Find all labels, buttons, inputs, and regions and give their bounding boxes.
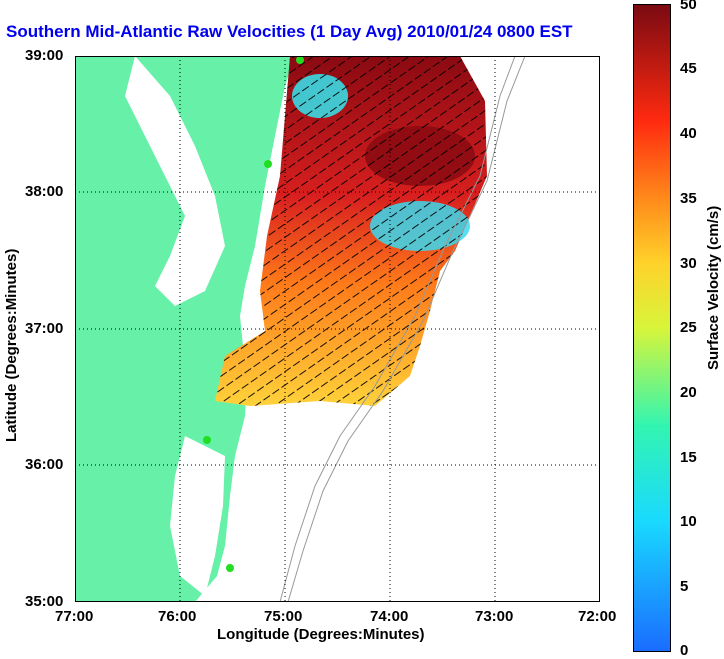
bathymetry-contour-2 (287, 56, 526, 602)
colorbar-tick: 50 (680, 0, 697, 13)
colorbar-tick: 5 (680, 578, 689, 595)
colorbar-tick: 40 (680, 125, 697, 142)
ytick: 35:00 (25, 593, 64, 610)
station-marker (264, 160, 272, 168)
colorbar-label: Surface Velocity (cm/s) (705, 205, 722, 370)
ytick: 39:00 (25, 47, 64, 64)
y-axis-label: Latitude (Degrees:Minutes) (3, 248, 20, 442)
xtick: 74:00 (370, 608, 409, 625)
velocity-map (75, 56, 600, 602)
colorbar (633, 4, 671, 652)
bathymetry-contour (279, 56, 516, 602)
station-marker (296, 56, 304, 64)
xtick: 75:00 (264, 608, 303, 625)
colorbar-tick: 35 (680, 190, 697, 207)
bay (125, 56, 225, 306)
colorbar-tick: 15 (680, 449, 697, 466)
xtick: 73:00 (475, 608, 514, 625)
x-axis-label: Longitude (Degrees:Minutes) (217, 626, 425, 643)
xtick: 76:00 (158, 608, 197, 625)
sound (170, 436, 225, 596)
ytick: 37:00 (25, 320, 64, 337)
colorbar-tick: 45 (680, 60, 697, 77)
plot-frame (75, 56, 600, 602)
colorbar-tick: 10 (680, 513, 697, 530)
ytick: 38:00 (25, 183, 64, 200)
colorbar-tick: 25 (680, 319, 697, 336)
colorbar-tick: 0 (680, 642, 689, 659)
ytick: 36:00 (25, 456, 64, 473)
colorbar-tick: 20 (680, 384, 697, 401)
xtick: 72:00 (578, 608, 617, 625)
velocity-arrows (215, 56, 487, 406)
station-marker (226, 564, 234, 572)
map-title: Southern Mid-Atlantic Raw Velocities (1 … (6, 22, 573, 41)
grid (75, 56, 600, 602)
colorbar-tick: 30 (680, 255, 697, 272)
xtick: 77:00 (55, 608, 94, 625)
station-marker (203, 436, 211, 444)
